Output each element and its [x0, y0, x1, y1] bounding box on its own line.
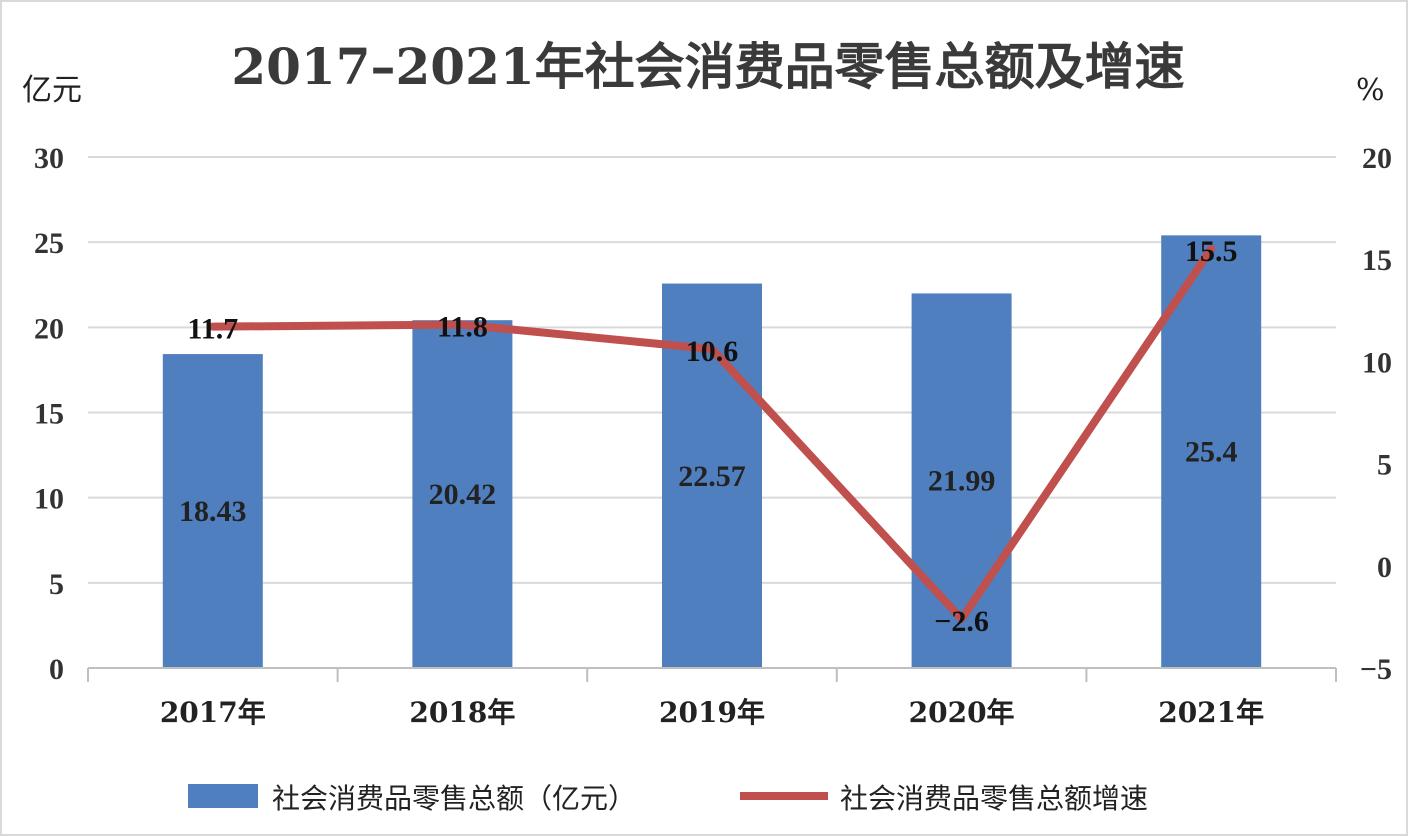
category-label: 2021年 [1158, 696, 1264, 729]
line-value-label: 10.6 [686, 335, 739, 368]
line-value-label: −2.6 [934, 605, 989, 638]
category-label: 2018年 [409, 696, 515, 729]
line-labels: 11.7 11.8 10.6 −2.6 15.5 [187, 235, 1237, 638]
legend-label-bar: 社会消费品零售总额（亿元） [272, 782, 636, 815]
bar-labels: 18.43 20.42 22.57 21.99 25.4 [179, 436, 1237, 528]
left-tick-label: 0 [49, 653, 64, 686]
legend-label-line: 社会消费品零售总额增速 [840, 782, 1148, 815]
right-tick-label: 10 [1362, 346, 1392, 379]
bar [1161, 235, 1262, 668]
category-label: 2017年 [160, 696, 266, 729]
category-labels: 2017年 2018年 2019年 2020年 2021年 [160, 696, 1264, 729]
line-value-label: 11.7 [187, 313, 238, 346]
bar-value-label: 20.42 [429, 478, 497, 511]
gridlines [88, 156, 1336, 584]
line-series [208, 244, 1216, 623]
left-tick-label: 5 [49, 568, 64, 601]
left-tick-label: 30 [34, 142, 64, 175]
line-value-label: 15.5 [1185, 235, 1238, 268]
right-tick-label: 0 [1377, 551, 1392, 584]
legend: 社会消费品零售总额（亿元） 社会消费品零售总额增速 [188, 782, 1148, 815]
bar [412, 320, 513, 668]
right-tick-label: 5 [1377, 449, 1392, 482]
left-axis-ticks: 0 5 10 15 20 25 30 [34, 142, 64, 686]
bar-series [162, 235, 1262, 668]
category-label: 2019年 [659, 696, 765, 729]
left-tick-label: 15 [34, 398, 64, 431]
category-label: 2020年 [909, 696, 1015, 729]
bar-value-label: 21.99 [928, 465, 996, 498]
left-tick-label: 25 [34, 227, 64, 260]
right-tick-label: 15 [1362, 244, 1392, 277]
bar-value-label: 25.4 [1185, 436, 1238, 469]
bar-value-label: 18.43 [179, 495, 247, 528]
bar [162, 354, 263, 668]
right-axis-ticks: −5 0 5 10 15 20 [1360, 142, 1392, 686]
right-axis-unit: % [1356, 73, 1385, 108]
left-tick-label: 20 [34, 312, 64, 345]
right-tick-label: −5 [1360, 653, 1392, 686]
line-value-label: 11.8 [437, 311, 488, 344]
bar-value-label: 22.57 [678, 460, 746, 493]
x-axis [87, 667, 1337, 682]
growth-line [208, 244, 1216, 623]
left-tick-label: 10 [34, 483, 64, 516]
legend-swatch-bar [188, 784, 258, 808]
right-tick-label: 20 [1362, 142, 1392, 175]
bar [911, 293, 1012, 668]
chart-title: 2017–2021年社会消费品零售总额及增速 [231, 37, 1184, 96]
left-axis-unit: 亿元 [22, 73, 82, 108]
